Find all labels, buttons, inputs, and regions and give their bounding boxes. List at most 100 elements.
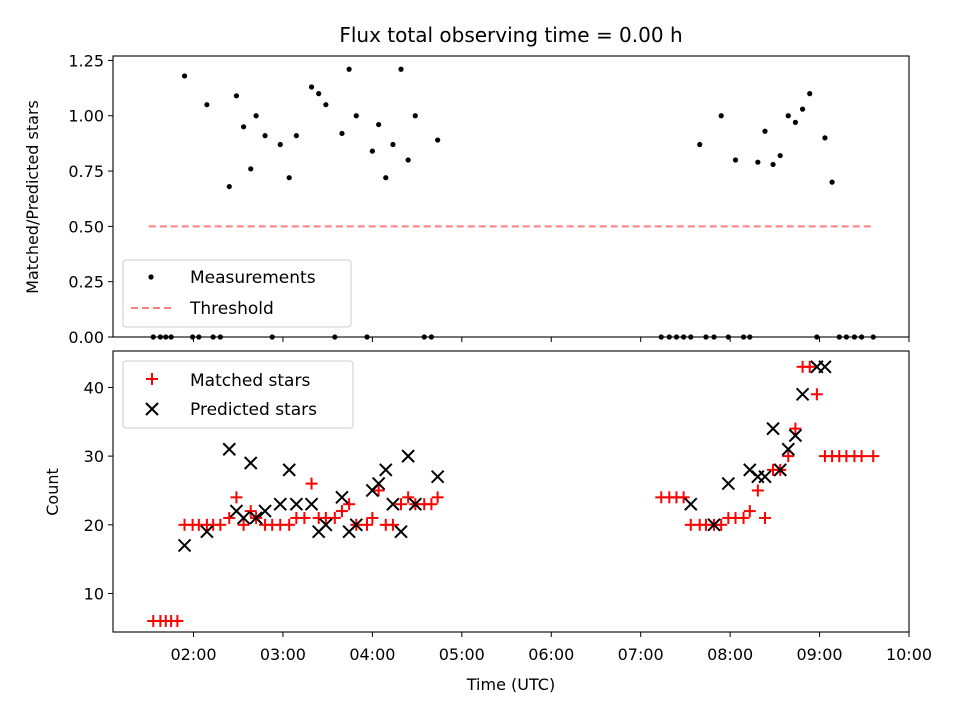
matched-star-point xyxy=(759,511,772,524)
predicted-star-point xyxy=(236,511,251,525)
predicted-star-point xyxy=(258,504,272,518)
legend-predicted-marker xyxy=(145,402,159,416)
top-y-tick-label: 1.00 xyxy=(68,107,104,126)
measurement-point xyxy=(697,141,703,148)
matched-star-point xyxy=(343,498,356,511)
bottom-x-tick-label: 02:00 xyxy=(170,645,216,664)
matched-star-point xyxy=(298,511,311,524)
predicted-star-point xyxy=(788,428,803,443)
matched-star-point xyxy=(361,518,374,531)
predicted-star-point xyxy=(781,442,795,456)
matched-star-point xyxy=(867,450,880,463)
measurement-point xyxy=(293,133,299,139)
matched-star-point xyxy=(372,484,385,497)
matched-star-point xyxy=(425,498,438,511)
predicted-star-point xyxy=(289,497,304,511)
measurement-point xyxy=(822,135,828,141)
measurement-point xyxy=(204,102,210,108)
top-x-ticks xyxy=(192,337,910,342)
predicted-star-point xyxy=(430,470,445,484)
top-y-axis-label: Matched/Predicted stars xyxy=(23,100,42,294)
predicted-star-point xyxy=(386,497,400,511)
predicted-star-point xyxy=(282,463,296,477)
matched-star-point xyxy=(394,498,407,511)
bottom-x-ticks: 02:00 03:00 04:00 05:00 06:00 07:00 08:00 09:00… xyxy=(170,632,932,664)
bottom-y-tick-label: 40 xyxy=(84,378,104,397)
bottom-legend-box xyxy=(122,360,354,429)
top-panel: 0.00 0.25 0.50 0.75 1.00 1.25 Matched/Predict… xyxy=(23,51,910,347)
measurement-point xyxy=(770,161,776,168)
matched-star-point xyxy=(230,491,243,504)
predicted-star-point xyxy=(200,524,214,539)
top-legend-box xyxy=(122,259,352,328)
bottom-x-tick-label: 10:00 xyxy=(886,645,932,664)
measurement-point xyxy=(308,84,315,90)
measurement-point xyxy=(181,73,188,79)
measurement-point xyxy=(346,66,352,72)
measurement-point xyxy=(248,166,254,172)
measurement-point xyxy=(323,102,329,108)
legend-predicted-label: Predicted stars xyxy=(190,400,317,420)
matched-star-point xyxy=(171,615,184,628)
bottom-y-tick-label: 20 xyxy=(84,516,104,535)
top-axes-frame xyxy=(112,55,910,338)
matched-star-point xyxy=(283,518,296,531)
measurement-point xyxy=(390,141,396,148)
measurement-point xyxy=(277,141,283,148)
measurement-point xyxy=(405,157,411,163)
legend-measurements-marker xyxy=(148,274,154,280)
matched-star-point xyxy=(366,511,379,524)
measurement-point xyxy=(383,175,389,181)
matched-star-point xyxy=(386,518,399,531)
top-y-tick-label: 0.50 xyxy=(68,217,104,236)
matched-star-point xyxy=(737,511,750,524)
measurement-point xyxy=(240,124,247,130)
bottom-y-tick-label: 30 xyxy=(84,447,104,466)
measurement-point xyxy=(369,148,375,154)
bottom-x-tick-label: 09:00 xyxy=(797,645,843,664)
measurement-point xyxy=(376,121,382,128)
top-y-tick-label: 0.00 xyxy=(68,328,104,347)
bottom-x-axis-label: Time (UTC) xyxy=(466,675,555,694)
bottom-x-tick-label: 04:00 xyxy=(349,645,395,664)
predicted-star-point xyxy=(249,511,263,525)
bottom-x-tick-label: 08:00 xyxy=(707,645,753,664)
predicted-star-point xyxy=(273,497,287,511)
measurement-point xyxy=(398,66,404,72)
measurement-point xyxy=(412,113,418,119)
predicted-star-point xyxy=(707,518,721,532)
bottom-x-tick-label: 06:00 xyxy=(528,645,574,664)
bottom-legend: Matched stars Predicted stars xyxy=(122,360,354,429)
bottom-x-tick-label: 07:00 xyxy=(618,645,664,664)
bottom-x-tick-label: 05:00 xyxy=(439,645,485,664)
top-legend: Measurements Threshold xyxy=(122,259,352,328)
bottom-y-axis-label: Count xyxy=(43,468,62,516)
bottom-axes-frame xyxy=(112,350,910,633)
bottom-y-tick-label: 10 xyxy=(84,585,104,604)
predicted-star-point xyxy=(773,463,787,477)
predicted-star-point xyxy=(408,497,423,511)
legend-measurements-label: Measurements xyxy=(190,268,316,288)
matched-star-point xyxy=(677,491,690,504)
matched-stars-points xyxy=(147,360,880,628)
matched-star-point xyxy=(402,491,415,504)
top-y-ticks: 0.00 0.25 0.50 0.75 1.00 1.25 xyxy=(68,51,113,347)
matched-star-point xyxy=(810,388,823,401)
measurement-point xyxy=(732,157,739,163)
matched-star-point xyxy=(223,511,236,524)
predicted-star-point xyxy=(401,449,415,463)
measurement-point xyxy=(829,179,835,185)
matched-star-point xyxy=(237,518,250,531)
measurement-point xyxy=(233,93,240,99)
legend-threshold-label: Threshold xyxy=(189,299,274,319)
predicted-stars-points xyxy=(177,360,832,553)
top-y-tick-label: 1.25 xyxy=(68,51,104,70)
predicted-star-point xyxy=(304,497,319,511)
predicted-star-point xyxy=(795,387,810,401)
legend-matched-marker xyxy=(146,373,158,385)
matched-star-point xyxy=(214,518,227,531)
matched-star-point xyxy=(751,484,764,497)
measurement-point xyxy=(316,91,322,97)
